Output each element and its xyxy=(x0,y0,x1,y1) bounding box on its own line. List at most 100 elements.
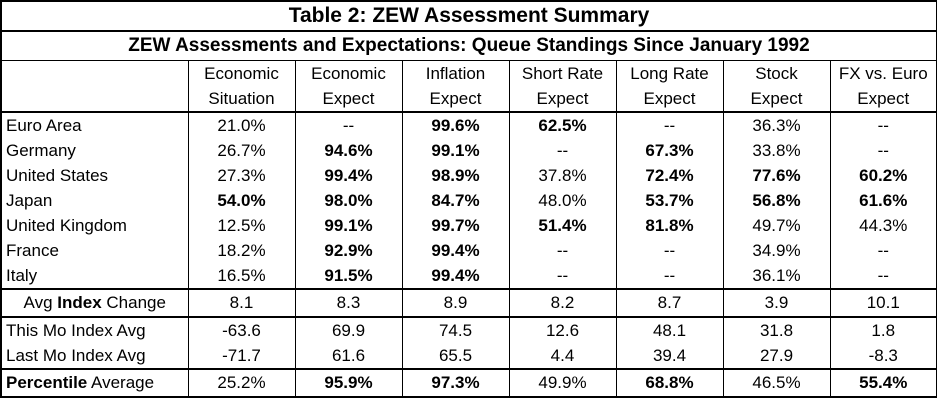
column-header-line2: Expect xyxy=(294,86,403,113)
table-cell: 36.1% xyxy=(722,263,831,290)
table-cell: 25.2% xyxy=(187,368,296,398)
column-header-line2: Expect xyxy=(615,86,724,113)
table-cell: 1.8 xyxy=(829,317,937,343)
table-cell: 56.8% xyxy=(722,188,831,213)
table-cell: 62.5% xyxy=(508,112,617,138)
table-cell: 8.1 xyxy=(187,288,296,318)
column-header-row: Situation Expect Expect Expect Expect Expect E… xyxy=(0,86,937,113)
table-cell: 27.3% xyxy=(187,163,296,188)
table-cell: 99.4% xyxy=(401,238,510,263)
row-label: Euro Area xyxy=(0,112,189,138)
table-cell: -- xyxy=(508,238,617,263)
table-cell: 48.0% xyxy=(508,188,617,213)
table-cell: 97.3% xyxy=(401,368,510,398)
table-cell: 95.9% xyxy=(294,368,403,398)
column-header-line1: Inflation xyxy=(401,60,510,86)
avg-index-change-row: Avg Index Change 8.1 8.3 8.9 8.2 8.7 3.9 10.1 xyxy=(0,288,937,318)
table-cell: 61.6% xyxy=(829,188,937,213)
label-part: Avg xyxy=(23,293,58,312)
table-cell: 44.3% xyxy=(829,213,937,238)
table-cell: 37.8% xyxy=(508,163,617,188)
table-cell: 99.6% xyxy=(401,112,510,138)
table-cell: 21.0% xyxy=(187,112,296,138)
column-header-line1: Economic xyxy=(187,60,296,86)
row-label: Italy xyxy=(0,263,189,290)
table-cell: 67.3% xyxy=(615,138,724,163)
table-cell: 65.5 xyxy=(401,343,510,370)
percentile-average-label: Percentile Average xyxy=(0,368,189,398)
label-part-bold: Index xyxy=(57,293,102,312)
table-row: United Kingdom 12.5% 99.1% 99.7% 51.4% 81.8% 4… xyxy=(0,213,937,238)
table-cell: 99.4% xyxy=(294,163,403,188)
table-cell: 51.4% xyxy=(508,213,617,238)
table-cell: 69.9 xyxy=(294,317,403,343)
table-title: Table 2: ZEW Assessment Summary xyxy=(0,0,937,32)
column-header-line2: Expect xyxy=(829,86,937,113)
table-cell: 31.8 xyxy=(722,317,831,343)
table-cell: 99.1% xyxy=(294,213,403,238)
table-cell: 61.6 xyxy=(294,343,403,370)
table-cell: -- xyxy=(829,112,937,138)
table-cell: 36.3% xyxy=(722,112,831,138)
table-row: Euro Area 21.0% -- 99.6% 62.5% -- 36.3% -- xyxy=(0,112,937,138)
table-cell: 12.5% xyxy=(187,213,296,238)
row-label: This Mo Index Avg xyxy=(0,317,189,343)
table-cell: -- xyxy=(294,112,403,138)
table-cell: 8.3 xyxy=(294,288,403,318)
column-header-line2: Situation xyxy=(187,86,296,113)
zew-summary-table: Table 2: ZEW Assessment Summary ZEW Asse… xyxy=(0,0,937,398)
row-label: Last Mo Index Avg xyxy=(0,343,189,370)
table-cell: 99.4% xyxy=(401,263,510,290)
row-label: Germany xyxy=(0,138,189,163)
table-cell: 99.1% xyxy=(401,138,510,163)
percentile-average-row: Percentile Average 25.2% 95.9% 97.3% 49.9% 68… xyxy=(0,368,937,398)
table-cell: 77.6% xyxy=(722,163,831,188)
column-header-line2: Expect xyxy=(401,86,510,113)
label-part: Change xyxy=(101,293,166,312)
table-cell: 3.9 xyxy=(722,288,831,318)
table-cell: 74.5 xyxy=(401,317,510,343)
table-cell: 34.9% xyxy=(722,238,831,263)
table-cell: 49.7% xyxy=(722,213,831,238)
table-cell: -- xyxy=(615,112,724,138)
table-cell: 91.5% xyxy=(294,263,403,290)
corner-cell xyxy=(0,86,189,113)
table-cell: 4.4 xyxy=(508,343,617,370)
column-header-line1: Economic xyxy=(294,60,403,86)
table-cell: 18.2% xyxy=(187,238,296,263)
table-cell: -- xyxy=(829,238,937,263)
label-part-bold: Percentile xyxy=(6,373,88,392)
table-cell: 16.5% xyxy=(187,263,296,290)
table-cell: 54.0% xyxy=(187,188,296,213)
column-header-row: Economic Economic Inflation Short Rate Long … xyxy=(0,60,937,86)
corner-cell xyxy=(0,60,189,86)
column-header-line1: Long Rate xyxy=(615,60,724,86)
row-label: France xyxy=(0,238,189,263)
table-cell: 55.4% xyxy=(829,368,937,398)
table-cell: -- xyxy=(829,263,937,290)
table-cell: 8.2 xyxy=(508,288,617,318)
table-cell: -63.6 xyxy=(187,317,296,343)
this-mo-row: This Mo Index Avg -63.6 69.9 74.5 12.6 48.1 31… xyxy=(0,317,937,343)
table-cell: 94.6% xyxy=(294,138,403,163)
column-header-line1: Stock xyxy=(722,60,831,86)
table-cell: 72.4% xyxy=(615,163,724,188)
column-header-line1: Short Rate xyxy=(508,60,617,86)
table-cell: 8.7 xyxy=(615,288,724,318)
last-mo-row: Last Mo Index Avg -71.7 61.6 65.5 4.4 39.4 27.… xyxy=(0,343,937,370)
table-cell: -- xyxy=(615,263,724,290)
table-cell: 68.8% xyxy=(615,368,724,398)
table-cell: -- xyxy=(508,263,617,290)
column-header-line2: Expect xyxy=(722,86,831,113)
table-cell: -71.7 xyxy=(187,343,296,370)
row-label: United Kingdom xyxy=(0,213,189,238)
table-row: Germany 26.7% 94.6% 99.1% -- 67.3% 33.8% -- xyxy=(0,138,937,163)
table-cell: 99.7% xyxy=(401,213,510,238)
table-row: Italy 16.5% 91.5% 99.4% -- -- 36.1% -- xyxy=(0,263,937,290)
table-cell: 48.1 xyxy=(615,317,724,343)
table-cell: 8.9 xyxy=(401,288,510,318)
row-label: United States xyxy=(0,163,189,188)
table-cell: 49.9% xyxy=(508,368,617,398)
table-cell: 26.7% xyxy=(187,138,296,163)
table-cell: 84.7% xyxy=(401,188,510,213)
